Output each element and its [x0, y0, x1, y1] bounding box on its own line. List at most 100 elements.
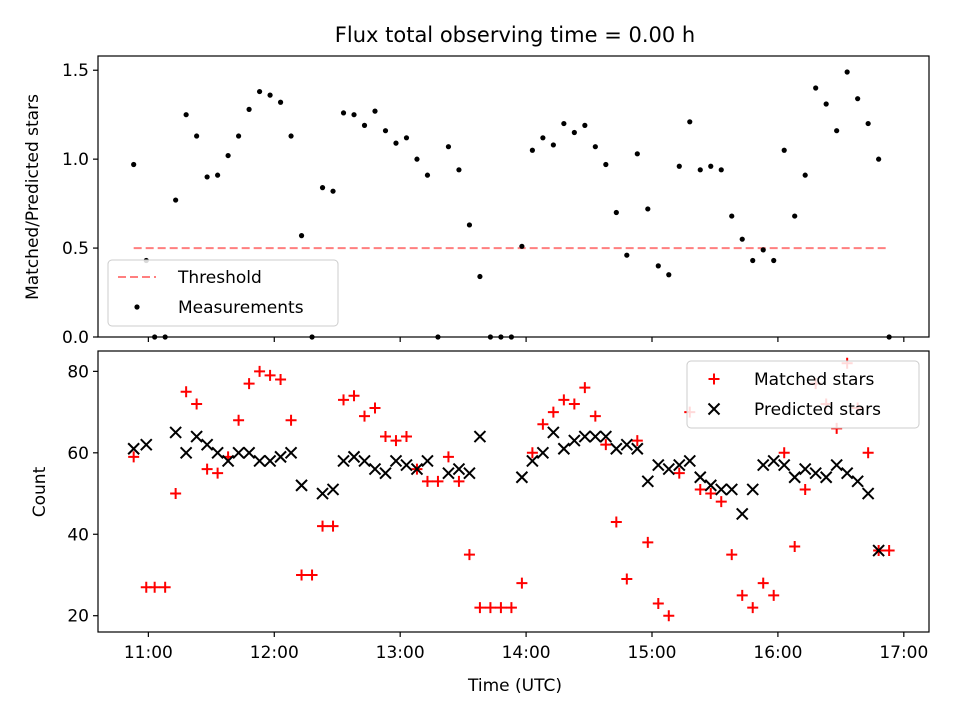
predicted-star-point: [694, 471, 707, 484]
data-point: [750, 257, 756, 264]
predicted-star-point: [767, 454, 780, 468]
matched-star-point: [505, 602, 517, 614]
plot-marks-unclipped: [131, 69, 892, 340]
data-point: [550, 142, 556, 148]
predicted-star-point: [840, 466, 854, 480]
data-point: [246, 106, 252, 112]
predicted-star-point: [515, 471, 529, 484]
series-matched-stars: [128, 357, 895, 622]
matched-star-point: [589, 410, 601, 422]
data-point: [792, 213, 798, 219]
predicted-star-point: [242, 446, 256, 460]
matched-star-point: [275, 374, 287, 386]
matched-star-point: [778, 447, 790, 459]
plot-marks-unclipped: [127, 357, 895, 622]
predicted-star-point: [526, 454, 539, 468]
matched-star-point: [264, 369, 276, 381]
data-point: [235, 133, 242, 139]
matched-star-point: [348, 390, 360, 402]
matched-star-point: [631, 435, 643, 447]
bottom-legend: Matched stars Predicted stars: [686, 360, 920, 429]
predicted-star-point: [861, 487, 875, 500]
matched-star-point: [201, 463, 213, 475]
predicted-star-point: [169, 426, 182, 439]
predicted-star-point: [179, 446, 193, 460]
matched-star-point: [128, 451, 140, 463]
predicted-star-point: [610, 442, 623, 455]
data-point: [613, 209, 619, 216]
bottom-y-axis-label: Count: [30, 466, 50, 517]
predicted-star-point: [190, 430, 203, 443]
bottom-plot-marks: [127, 357, 895, 622]
predicted-star-point: [421, 454, 434, 468]
matched-star-point: [379, 431, 391, 443]
axes-frame: [97, 55, 930, 338]
predicted-star-point: [200, 438, 214, 451]
matched-star-point: [799, 483, 811, 495]
predicted-star-point: [473, 430, 487, 443]
matched-star-point: [369, 402, 381, 414]
data-point: [393, 140, 399, 146]
legend-predicted-stars-label: Predicted stars: [754, 400, 881, 420]
matched-star-point: [359, 410, 371, 422]
matched-star-point: [421, 475, 433, 487]
predicted-star-point: [746, 483, 759, 496]
matched-star-point: [254, 365, 266, 377]
data-point: [844, 69, 850, 75]
data-point: [834, 128, 840, 134]
data-point: [424, 172, 431, 178]
top-y-axis-label: Matched/Predicted stars: [23, 94, 43, 300]
matched-star-point: [296, 569, 308, 581]
matched-star-point: [149, 581, 161, 593]
data-point: [645, 206, 651, 212]
data-point: [340, 110, 347, 116]
data-point: [718, 167, 724, 173]
predicted-star-point: [725, 483, 738, 496]
matched-star-point: [610, 516, 622, 528]
data-point: [519, 243, 525, 249]
predicted-star-point: [253, 454, 266, 468]
matched-star-point: [537, 418, 549, 430]
predicted-star-point: [263, 454, 277, 468]
predicted-star-point: [872, 544, 885, 557]
data-point: [781, 147, 787, 153]
x-tick-label: 12:00: [250, 643, 299, 663]
predicted-star-point: [358, 454, 371, 468]
data-point: [708, 163, 714, 169]
legend-matched-stars-swatch: [708, 373, 720, 385]
x-tick-label: 14:00: [502, 643, 551, 663]
x-tick-label: 17:00: [879, 643, 928, 663]
matched-star-point: [212, 467, 224, 479]
predicted-star-point: [442, 466, 455, 480]
data-point: [319, 185, 326, 191]
x-tick-label: 16:00: [753, 643, 802, 663]
predicted-star-point: [557, 442, 571, 455]
bottom-axes: 20 40 60 80 11:00 12:00 13:00 14:00 15:00 16:00 17…: [67, 350, 930, 663]
matched-star-point: [463, 549, 475, 561]
matched-star-point: [663, 610, 675, 622]
data-point: [225, 152, 231, 159]
matched-star-point: [652, 597, 664, 609]
predicted-star-point: [851, 475, 864, 488]
predicted-star-point: [316, 487, 329, 500]
matched-star-point: [558, 394, 570, 406]
x-tick-label: 11:00: [124, 643, 173, 663]
legend-threshold-label: Threshold: [177, 268, 262, 288]
matched-star-point: [715, 496, 727, 508]
predicted-star-point: [389, 454, 403, 468]
data-point: [382, 128, 389, 134]
data-point: [760, 247, 766, 253]
matched-star-point: [243, 378, 255, 390]
predicted-star-point: [578, 430, 592, 443]
y-tick-label: 80: [67, 362, 89, 382]
data-point: [183, 112, 189, 118]
data-point: [215, 172, 221, 178]
data-point: [561, 120, 567, 127]
y-tick-label: 1.5: [62, 61, 89, 81]
legend-box: [107, 259, 339, 327]
matched-star-point: [327, 520, 339, 532]
series-measurements: [131, 69, 892, 340]
matched-star-point: [159, 581, 171, 593]
data-point: [372, 108, 378, 114]
